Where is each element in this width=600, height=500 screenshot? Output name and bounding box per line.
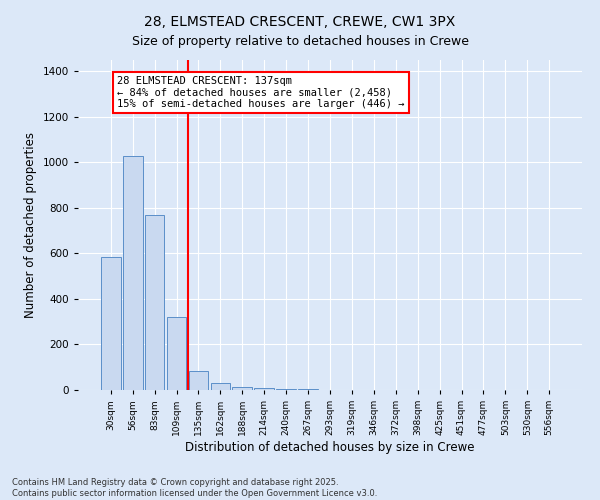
- Bar: [123, 156, 143, 390]
- Text: 28 ELMSTEAD CRESCENT: 137sqm
← 84% of detached houses are smaller (2,458)
15% of: 28 ELMSTEAD CRESCENT: 137sqm ← 84% of de…: [118, 76, 405, 109]
- Text: Contains HM Land Registry data © Crown copyright and database right 2025.
Contai: Contains HM Land Registry data © Crown c…: [12, 478, 377, 498]
- Bar: [232, 386, 252, 390]
- Bar: [145, 215, 164, 390]
- Bar: [101, 257, 121, 390]
- Bar: [211, 383, 230, 390]
- Bar: [188, 370, 208, 390]
- Y-axis label: Number of detached properties: Number of detached properties: [24, 132, 37, 318]
- Text: 28, ELMSTEAD CRESCENT, CREWE, CW1 3PX: 28, ELMSTEAD CRESCENT, CREWE, CW1 3PX: [145, 15, 455, 29]
- Bar: [276, 389, 296, 390]
- Bar: [167, 317, 187, 390]
- X-axis label: Distribution of detached houses by size in Crewe: Distribution of detached houses by size …: [185, 441, 475, 454]
- Bar: [254, 388, 274, 390]
- Text: Size of property relative to detached houses in Crewe: Size of property relative to detached ho…: [131, 35, 469, 48]
